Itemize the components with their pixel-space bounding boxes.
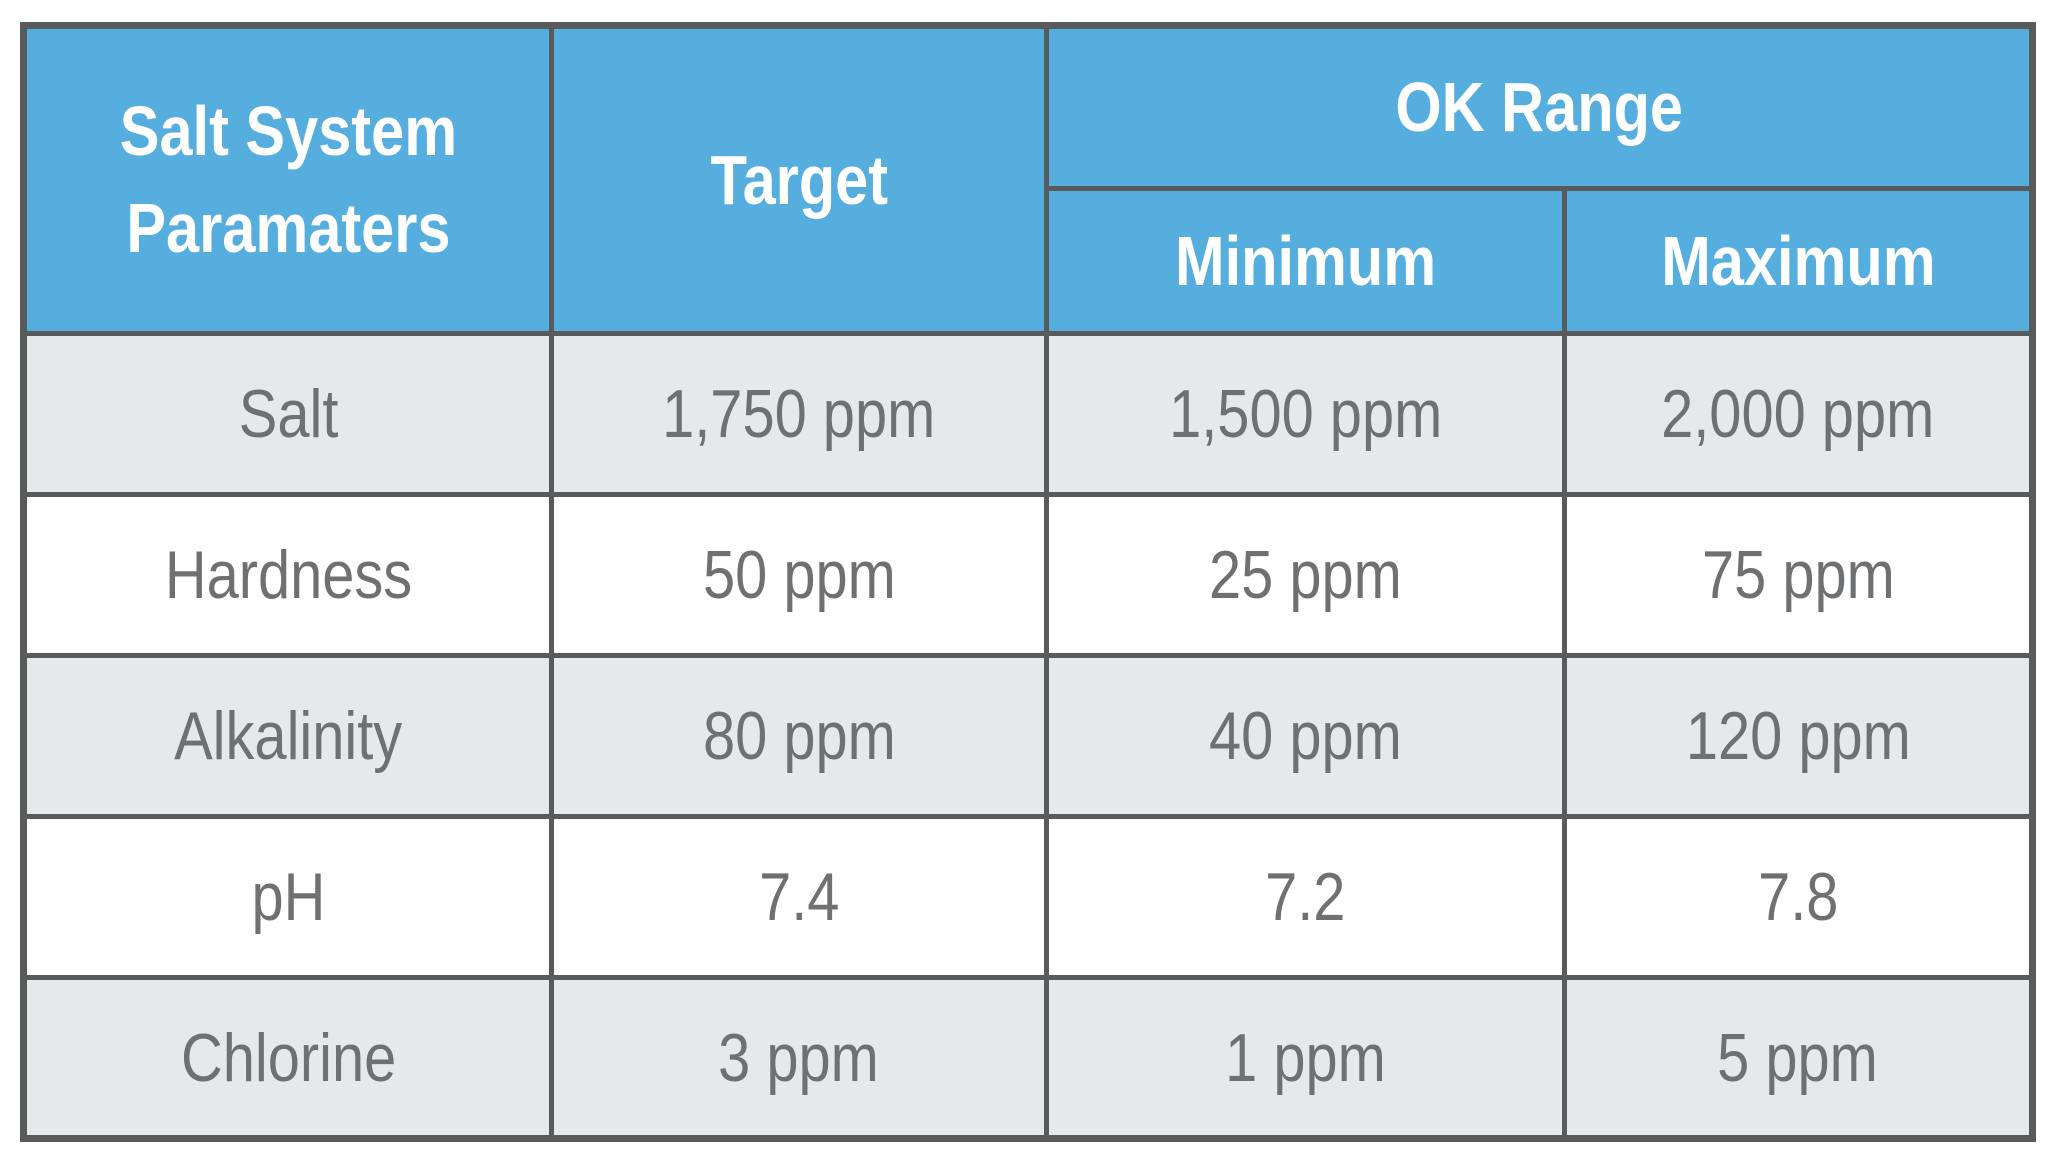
min-value-cell: 1,500 ppm (1043, 331, 1567, 497)
min-value-cell: 40 ppm (1043, 653, 1567, 819)
max-value: 7.8 (1757, 859, 1839, 935)
max-value: 75 ppm (1701, 537, 1895, 613)
param-name: Hardness (164, 537, 412, 613)
header-maximum: Maximum (1561, 186, 2036, 336)
table-row-ph: pH 7.4 7.2 7.8 (20, 814, 2036, 980)
max-value: 120 ppm (1685, 698, 1911, 774)
header-ok-range: OK Range (1043, 23, 2036, 191)
table-row-hardness: Hardness 50 ppm 25 ppm 75 ppm (20, 492, 2036, 658)
min-value: 7.2 (1265, 859, 1346, 935)
param-name: Salt (238, 376, 338, 452)
header-parameters-label: Salt System Paramaters (119, 92, 457, 267)
max-value-cell: 2,000 ppm (1561, 331, 2036, 497)
param-name-cell: Hardness (20, 492, 555, 658)
target-value: 80 ppm (702, 698, 896, 774)
max-value-cell: 120 ppm (1561, 653, 2036, 819)
target-value-cell: 50 ppm (549, 492, 1049, 658)
max-value-cell: 7.8 (1561, 814, 2036, 980)
header-minimum: Minimum (1043, 186, 1567, 336)
param-name: Alkalinity (174, 698, 403, 774)
min-value: 40 ppm (1208, 698, 1402, 774)
min-value-cell: 25 ppm (1043, 492, 1567, 658)
header-target-label: Target (710, 140, 888, 219)
header-maximum-label: Maximum (1660, 221, 1936, 300)
target-value: 50 ppm (702, 537, 896, 613)
header-minimum-label: Minimum (1174, 221, 1436, 300)
min-value-cell: 1 ppm (1043, 975, 1567, 1141)
param-name-cell: Alkalinity (20, 653, 555, 819)
header-target: Target (549, 23, 1049, 336)
header-parameters: Salt System Paramaters (20, 23, 555, 336)
max-value: 5 ppm (1717, 1019, 1879, 1096)
header-ok-range-label: OK Range (1394, 68, 1683, 147)
min-value-cell: 7.2 (1043, 814, 1567, 980)
target-value-cell: 3 ppm (549, 975, 1049, 1141)
target-value: 1,750 ppm (662, 376, 936, 452)
table-row-salt: Salt 1,750 ppm 1,500 ppm 2,000 ppm (20, 331, 2036, 497)
param-name-cell: pH (20, 814, 555, 980)
min-value: 1,500 ppm (1168, 376, 1442, 452)
target-value: 7.4 (758, 859, 840, 935)
max-value-cell: 75 ppm (1561, 492, 2036, 658)
table-row-alkalinity: Alkalinity 80 ppm 40 ppm 120 ppm (20, 653, 2036, 819)
target-value: 3 ppm (718, 1019, 880, 1096)
max-value: 2,000 ppm (1661, 376, 1935, 452)
max-value-cell: 5 ppm (1561, 975, 2036, 1141)
min-value: 25 ppm (1208, 537, 1402, 613)
param-name-cell: Chlorine (20, 975, 555, 1141)
min-value: 1 ppm (1224, 1019, 1386, 1096)
param-name: Chlorine (180, 1019, 396, 1096)
target-value-cell: 1,750 ppm (549, 331, 1049, 497)
param-name: pH (251, 859, 326, 935)
table-row-chlorine: Chlorine 3 ppm 1 ppm 5 ppm (20, 975, 2036, 1141)
target-value-cell: 7.4 (549, 814, 1049, 980)
salt-system-parameters-table: Salt System Paramaters Target OK Range M… (20, 22, 2036, 1142)
target-value-cell: 80 ppm (549, 653, 1049, 819)
param-name-cell: Salt (20, 331, 555, 497)
